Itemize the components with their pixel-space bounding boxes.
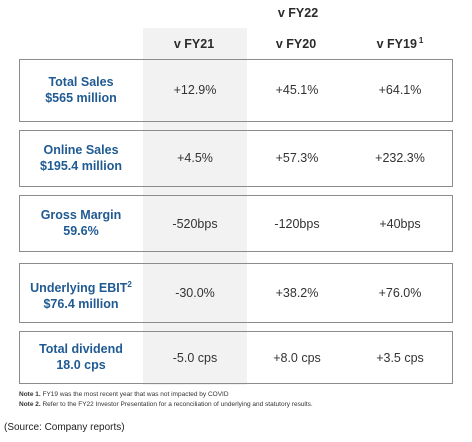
row-title: Total dividend	[39, 342, 123, 356]
row-subtitle: $76.4 million	[43, 297, 119, 312]
footnotes: Note 1. FY19 was the most recent year th…	[19, 390, 313, 410]
row-subtitle: 59.6%	[63, 224, 99, 238]
fy21-column-shade	[143, 28, 247, 385]
column-header-fy21-label: v FY21	[173, 37, 215, 52]
row-label-total-sales: Total Sales $565 million	[19, 74, 143, 106]
cell-total-dividend-fy20: +8.0 cps	[273, 351, 321, 365]
row-subtitle: 18.0 cps	[56, 358, 106, 372]
row-title: Gross Margin	[40, 208, 122, 222]
footnote-text: FY19 was the most recent year that was n…	[42, 391, 229, 398]
footnote-text: Refer to the FY22 Investor Presentation …	[42, 401, 313, 408]
cell-gross-margin-fy19: +40bps	[379, 217, 421, 231]
row-title: Online Sales	[43, 143, 119, 157]
cell-total-dividend-fy21: -5.0 cps	[172, 351, 218, 365]
row-subtitle: $195.4 million	[40, 159, 122, 173]
row-label-total-dividend: Total dividend 18.0 cps	[19, 341, 143, 373]
row-title: Total Sales	[48, 75, 114, 89]
footnote-label: Note 2.	[19, 401, 41, 408]
row-title-with-sup: Underlying EBIT2	[19, 277, 143, 296]
row-subtitle: $565 million	[45, 91, 117, 105]
cell-online-sales-fy19: +232.3%	[375, 151, 425, 165]
column-header-fy19-label: v FY19	[376, 37, 417, 52]
cell-gross-margin-fy20: -120bps	[274, 217, 320, 231]
cell-online-sales-fy21: +4.5%	[177, 151, 213, 165]
row-label-online-sales: Online Sales $195.4 million	[19, 142, 143, 174]
row-box-gross-margin	[19, 195, 453, 252]
cell-underlying-ebit-fy20: +38.2%	[275, 286, 319, 300]
row-box-underlying-ebit	[19, 263, 453, 323]
column-header-fy21: v FY21	[143, 36, 247, 54]
cell-total-sales-fy20: +45.1%	[275, 83, 319, 97]
cell-underlying-ebit-fy21: -30.0%	[175, 286, 215, 300]
column-header-fy19-sup: 1	[418, 36, 424, 45]
column-header-fy19: v FY19 1	[347, 36, 453, 54]
cell-online-sales-fy20: +57.3%	[275, 151, 319, 165]
comparison-group-header: v FY22	[277, 6, 319, 20]
row-title-sup: 2	[127, 280, 132, 289]
column-header-fy20: v FY20	[247, 36, 347, 54]
footnote-label: Note 1.	[19, 391, 41, 398]
row-box-total-dividend	[19, 331, 453, 384]
cell-gross-margin-fy21: -520bps	[172, 217, 218, 231]
footnote-2: Note 2. Refer to the FY22 Investor Prese…	[19, 400, 313, 410]
cell-underlying-ebit-fy19: +76.0%	[378, 286, 422, 300]
cell-total-sales-fy19: +64.1%	[378, 83, 422, 97]
source-caption: (Source: Company reports)	[4, 422, 125, 433]
row-label-gross-margin: Gross Margin 59.6%	[19, 207, 143, 239]
cell-total-sales-fy21: +12.9%	[173, 83, 217, 97]
row-title: Underlying EBIT	[30, 281, 128, 296]
row-box-total-sales	[19, 59, 453, 122]
footnote-1: Note 1. FY19 was the most recent year th…	[19, 390, 313, 400]
column-header-fy20-label: v FY20	[275, 37, 317, 52]
cell-total-dividend-fy19: +3.5 cps	[376, 351, 424, 365]
row-label-underlying-ebit: Underlying EBIT2 $76.4 million	[19, 277, 143, 312]
row-box-online-sales	[19, 130, 453, 187]
